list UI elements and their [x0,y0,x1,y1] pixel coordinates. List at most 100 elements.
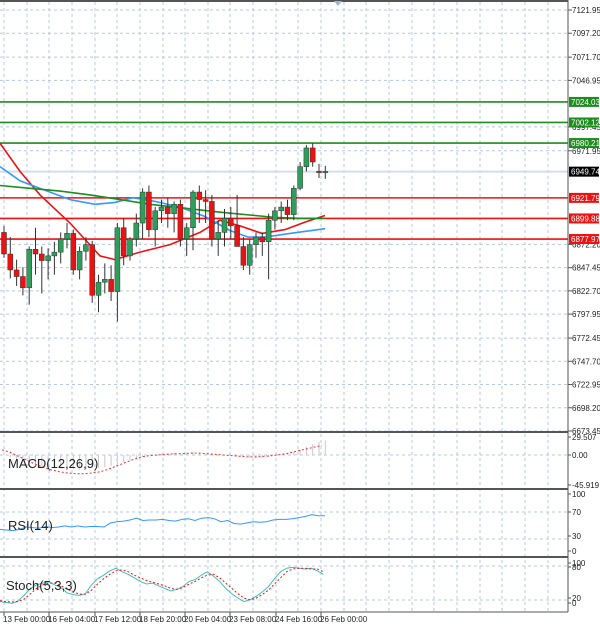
candle [196,191,203,200]
candle [139,191,146,224]
pane-separators [0,0,569,613]
indicator-tick-label: 100 [572,559,586,568]
candle [215,232,221,240]
candle [309,147,316,163]
candle [278,206,284,212]
candle [316,171,322,173]
indicator-tick-label: -45.919 [572,481,600,490]
candle [64,233,70,240]
time-tick-label: 16 Feb 04:00 [48,615,96,624]
price-tick-label: 6747.70 [572,357,600,366]
svg-text:6980.21: 6980.21 [571,139,600,148]
price-tick-label: 7046.95 [572,76,600,85]
indicator-tick-label: 29.507 [572,433,597,442]
stoch-pane [0,566,324,604]
candle [26,249,32,289]
candle [76,250,83,271]
price-tick-label: 7121.95 [572,6,600,15]
candle [183,227,190,240]
candle [13,269,20,277]
candle [265,219,272,243]
candlesticks [1,143,329,322]
chart-shift-marker-icon[interactable] [334,1,342,6]
indicator-tick-label: 30 [572,532,581,541]
candle [322,171,329,173]
candle [51,251,58,257]
level-price-tag [569,96,599,107]
level-price-tag [569,138,599,149]
candle [177,204,184,240]
candle [133,222,140,240]
level-price-tag [569,234,599,245]
price-tick-label: 6797.95 [572,310,600,319]
price-tick-label: 6673.45 [572,427,600,436]
indicator-tick-label: 80 [572,563,581,572]
candle [303,147,310,167]
indicator-tick-label: 0.00 [572,451,588,460]
price-tick-label: 6847.45 [572,264,600,273]
level-price-tag [569,213,599,224]
candle [32,249,39,255]
candle [83,244,89,252]
svg-text:6921.79: 6921.79 [571,194,600,203]
time-tick-label: 17 Feb 12:00 [94,615,142,624]
indicator-tick-label: 0 [572,547,577,556]
candle [272,210,278,221]
price-tick-label: 6722.95 [572,381,600,390]
candle [228,218,234,227]
level-price-tags: 7024.03 7002.12 6980.21 6921.79 6899.88 6877.… [569,96,600,245]
moving-average-line [0,166,326,238]
candle [259,236,266,243]
candle [89,244,95,296]
level-price-tag [569,117,599,128]
candle [127,238,133,257]
candle [202,199,209,202]
price-tick-label: 6772.45 [572,334,600,343]
candle [246,244,253,266]
candle [291,188,297,215]
horizontal-levels[interactable] [0,101,568,240]
price-tick-label: 7097.20 [572,29,600,38]
time-tick-label: 13 Feb 00:00 [3,615,51,624]
candle [108,279,114,292]
moving-average-line [0,142,326,261]
indicator-tick-label: 70 [572,508,581,517]
price-tick-label: 7071.70 [572,53,600,62]
candle [190,191,196,228]
time-tick-label: 24 Feb 16:00 [275,615,323,624]
candle [95,281,102,296]
macd-pane [1,440,326,475]
candle [297,166,303,189]
time-tick-label: 18 Feb 20:00 [139,615,187,624]
candle [253,236,259,245]
indicator-tick-label: 20 [572,594,581,603]
time-tick-label: 26 Feb 00:00 [320,615,368,624]
svg-text:6949.74: 6949.74 [571,168,600,177]
price-tick-label: 6872.20 [572,240,600,249]
candle [146,191,152,230]
indicator-tick-label: 100 [572,490,586,499]
candle [234,225,240,247]
candle [240,246,247,266]
rsi-pane [0,514,325,532]
candle [284,206,291,215]
time-tick-label: 20 Feb 04:00 [184,615,232,624]
candle [152,210,158,230]
rsi-title: RSI(14) [8,518,53,533]
candle [7,253,14,271]
candle [39,253,45,261]
candle [57,238,64,253]
svg-text:7002.12: 7002.12 [571,118,600,127]
time-tick-label: 23 Feb 08:00 [229,615,277,624]
grid-lines [0,2,568,612]
svg-text:6899.88: 6899.88 [571,214,600,223]
candle [171,204,177,214]
candle [45,255,51,261]
svg-text:7024.03: 7024.03 [571,98,600,107]
candle [221,218,228,233]
